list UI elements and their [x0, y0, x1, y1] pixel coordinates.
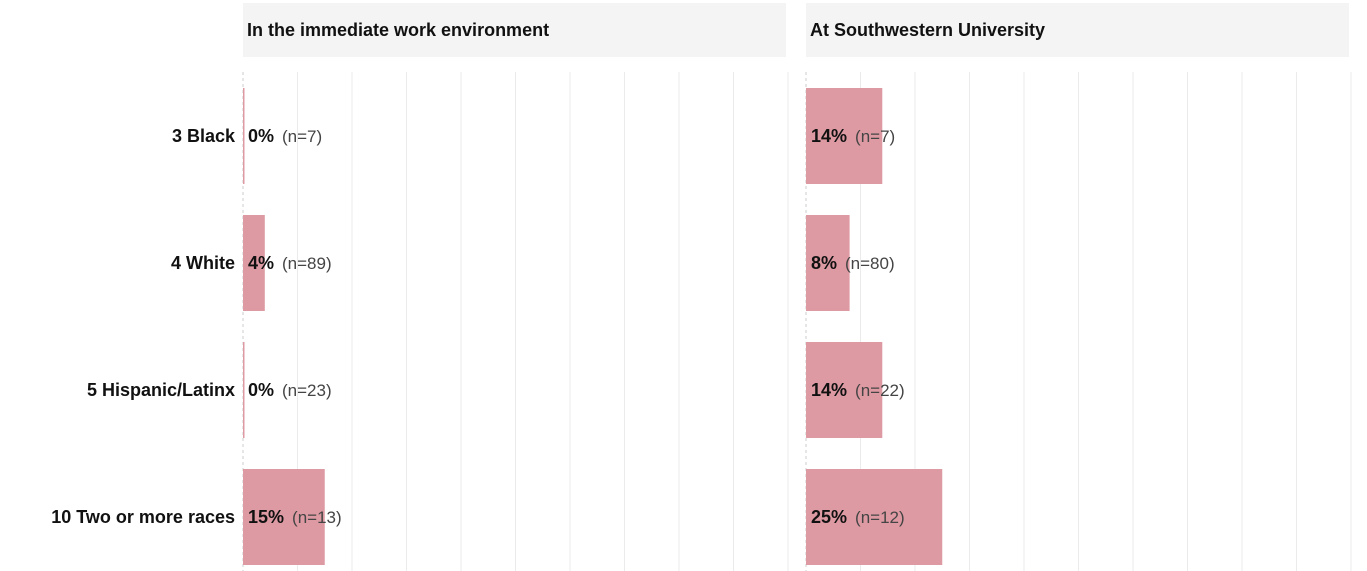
bar — [243, 342, 245, 438]
category-label: 3 Black — [172, 126, 236, 146]
n-label: (n=13) — [292, 508, 342, 527]
value-label: 25% — [811, 507, 847, 527]
value-label: 8% — [811, 253, 837, 273]
panel-header — [806, 3, 1349, 57]
value-label: 4% — [248, 253, 274, 273]
n-label: (n=23) — [282, 381, 332, 400]
n-label: (n=89) — [282, 254, 332, 273]
bar — [806, 342, 883, 438]
bar — [243, 469, 325, 565]
n-label: (n=7) — [855, 127, 895, 146]
bar — [806, 469, 943, 565]
bar — [243, 215, 265, 311]
bar — [806, 215, 850, 311]
value-label: 14% — [811, 126, 847, 146]
value-label: 14% — [811, 380, 847, 400]
n-label: (n=12) — [855, 508, 905, 527]
category-label: 10 Two or more races — [51, 507, 235, 527]
value-label: 15% — [248, 507, 284, 527]
panel-header — [243, 3, 786, 57]
n-label: (n=22) — [855, 381, 905, 400]
bar — [806, 88, 883, 184]
category-label: 4 White — [171, 253, 235, 273]
value-label: 0% — [248, 380, 274, 400]
n-label: (n=80) — [845, 254, 895, 273]
category-label: 5 Hispanic/Latinx — [87, 380, 235, 400]
value-label: 0% — [248, 126, 274, 146]
panel-title: At Southwestern University — [810, 20, 1045, 40]
panel-title: In the immediate work environment — [247, 20, 549, 40]
bar — [243, 88, 245, 184]
n-label: (n=7) — [282, 127, 322, 146]
